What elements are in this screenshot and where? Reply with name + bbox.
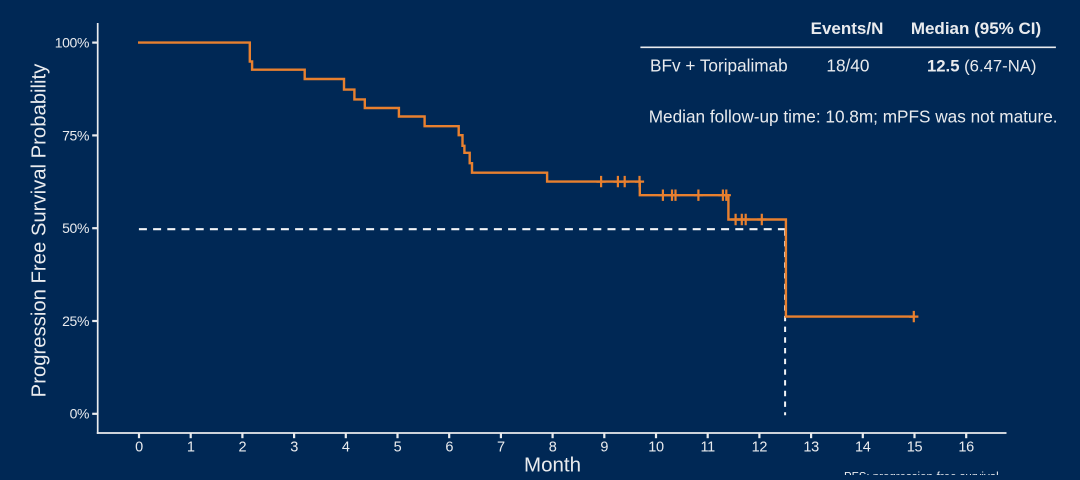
svg-text:75%: 75% (62, 127, 89, 143)
svg-text:14: 14 (855, 439, 871, 455)
svg-text:0%: 0% (70, 406, 89, 422)
svg-text:5: 5 (394, 439, 402, 455)
svg-text:11: 11 (700, 439, 715, 455)
svg-text:4: 4 (342, 439, 350, 455)
svg-text:13: 13 (803, 439, 819, 455)
svg-text:Month: Month (524, 454, 581, 476)
svg-text:50%: 50% (62, 220, 89, 236)
svg-text:0: 0 (135, 439, 143, 455)
svg-text:Median follow-up time: 10.8m;: Median follow-up time: 10.8m; mPFS was n… (649, 107, 1058, 127)
svg-text:25%: 25% (62, 313, 89, 329)
svg-text:Events/N: Events/N (811, 19, 884, 38)
svg-text:16: 16 (958, 439, 974, 455)
svg-text:18/40: 18/40 (826, 56, 869, 76)
svg-text:9: 9 (600, 439, 608, 455)
svg-text:15: 15 (907, 439, 923, 455)
svg-text:Progression Free Survival Prob: Progression Free Survival Probability (29, 63, 51, 398)
svg-text:7: 7 (497, 439, 505, 455)
svg-text:BFv + Toripalimab: BFv + Toripalimab (650, 56, 788, 76)
svg-text:1: 1 (187, 439, 195, 455)
svg-text:3: 3 (290, 439, 298, 455)
svg-text:10: 10 (648, 439, 664, 455)
svg-text:100%: 100% (55, 35, 89, 51)
svg-text:6: 6 (445, 439, 453, 455)
svg-text:Median (95% CI): Median (95% CI) (911, 19, 1041, 38)
svg-text:2: 2 (239, 439, 247, 455)
svg-text:12.5 (6.47-NA): 12.5 (6.47-NA) (927, 57, 1036, 76)
svg-text:8: 8 (549, 439, 557, 455)
svg-text:PFS: progression-free survival: PFS: progression-free survival (844, 472, 999, 476)
svg-text:12: 12 (752, 439, 768, 455)
